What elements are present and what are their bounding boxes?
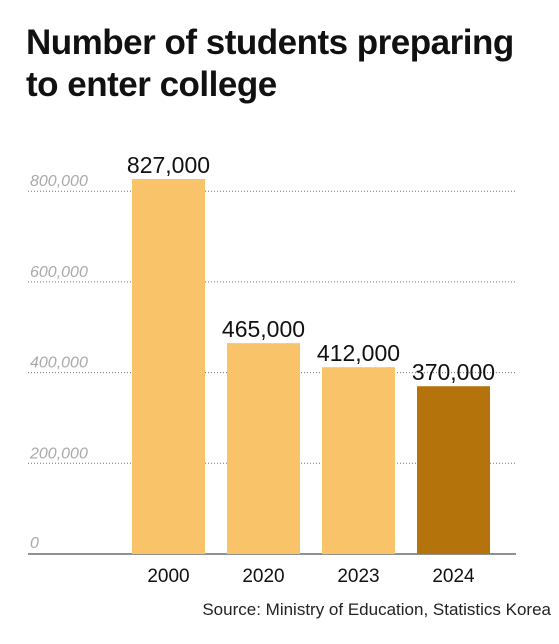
data-label: 827,000 xyxy=(127,152,210,178)
data-label: 370,000 xyxy=(412,359,495,385)
x-tick-label: 2020 xyxy=(242,566,284,587)
source-note: Source: Ministry of Education, Statistic… xyxy=(202,600,551,619)
y-tick-label: 0 xyxy=(30,535,39,552)
x-tick-label: 2024 xyxy=(432,566,475,587)
bar-2020 xyxy=(227,343,300,554)
y-tick-label: 600,000 xyxy=(30,264,88,281)
x-tick-label: 2000 xyxy=(147,566,189,587)
title-line-2: to enter college xyxy=(26,65,277,104)
chart-title: Number of students preparing to enter co… xyxy=(26,22,546,106)
title-line-1: Number of students preparing xyxy=(26,23,514,62)
bar-2023 xyxy=(322,367,395,554)
y-tick-label: 400,000 xyxy=(30,355,88,372)
bar-2024 xyxy=(417,386,490,554)
x-tick-label: 2023 xyxy=(337,566,379,587)
data-label: 412,000 xyxy=(317,340,400,366)
bar-2000 xyxy=(132,179,205,554)
y-tick-label: 800,000 xyxy=(30,173,88,190)
data-label: 465,000 xyxy=(222,316,305,342)
y-tick-label: 200,000 xyxy=(29,445,88,462)
